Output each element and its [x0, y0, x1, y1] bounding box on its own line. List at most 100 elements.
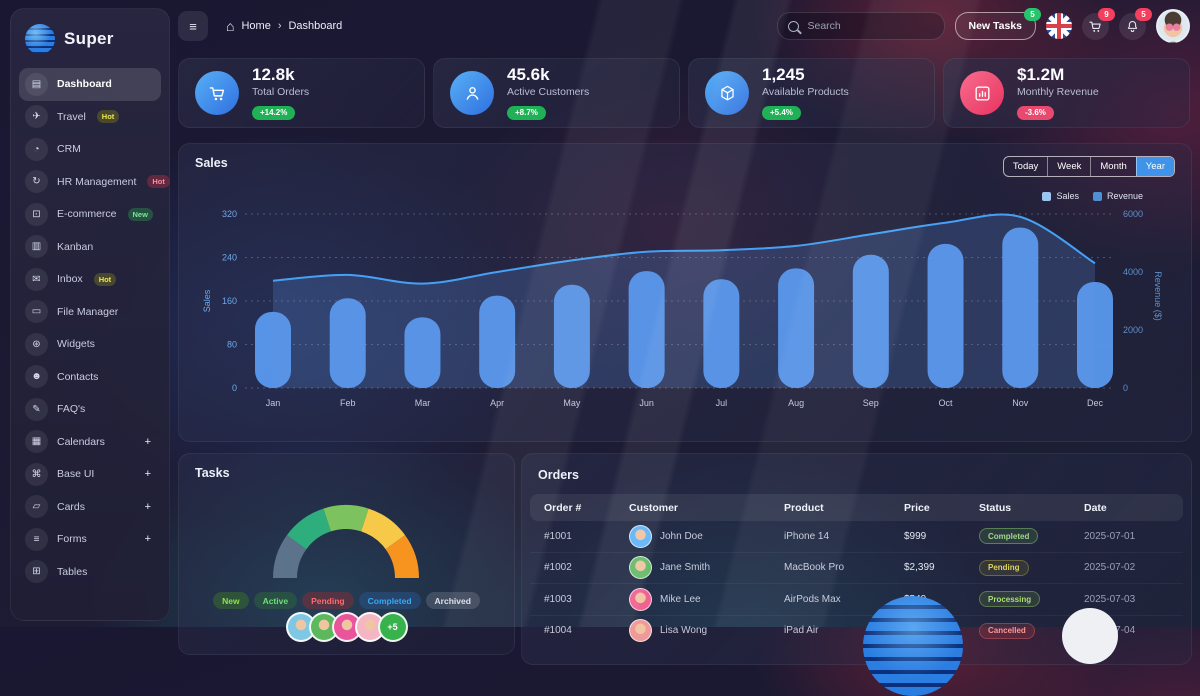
- search-input[interactable]: [806, 19, 910, 33]
- sidebar-item-label: Tables: [57, 566, 87, 578]
- brand-logo[interactable]: Super: [11, 9, 169, 64]
- svg-text:4000: 4000: [1123, 267, 1143, 277]
- sidebar-item-kanban[interactable]: ▥Kanban: [19, 231, 161, 264]
- base-ui-icon: ⌘: [25, 463, 48, 486]
- customer-avatar: [629, 525, 652, 548]
- svg-text:2000: 2000: [1123, 325, 1143, 335]
- stat-delta-badge: +5.4%: [762, 106, 801, 120]
- breadcrumb-home[interactable]: Home: [241, 20, 270, 32]
- dashboard-icon: ▤: [25, 73, 48, 96]
- task-tag-pending[interactable]: Pending: [302, 592, 354, 609]
- task-tag-completed[interactable]: Completed: [359, 592, 421, 609]
- stat-label: Monthly Revenue: [1017, 86, 1099, 98]
- gauge-segment-4: [395, 542, 407, 578]
- expand-plus-icon[interactable]: +: [145, 468, 155, 480]
- sidebar-item-label: Widgets: [57, 338, 95, 350]
- kanban-icon: ▥: [25, 235, 48, 258]
- sidebar-item-label: File Manager: [57, 306, 118, 318]
- stat-delta-badge: +14.2%: [252, 106, 295, 120]
- task-tag-new[interactable]: New: [213, 592, 248, 609]
- sales-panel-title: Sales: [195, 156, 228, 170]
- tab-month[interactable]: Month: [1090, 157, 1135, 176]
- sidebar-item-label: Base UI: [57, 468, 94, 480]
- stat-value: $1.2M: [1017, 66, 1099, 85]
- svg-text:Revenue ($): Revenue ($): [1153, 271, 1163, 321]
- sidebar-item-label: Contacts: [57, 371, 98, 383]
- order-id: #1003: [544, 594, 629, 605]
- sidebar-item-contacts[interactable]: ☻Contacts: [19, 361, 161, 394]
- sidebar-item-tables[interactable]: ⊞Tables: [19, 556, 161, 589]
- svg-text:Jun: Jun: [639, 398, 654, 408]
- tab-today[interactable]: Today: [1004, 157, 1047, 176]
- stat-value: 12.8k: [252, 66, 309, 85]
- inbox-icon: ✉: [25, 268, 48, 291]
- brand-name: Super: [64, 29, 114, 49]
- sidebar-item-badge: Hot: [147, 175, 170, 188]
- status-badge: Completed: [979, 528, 1038, 544]
- svg-text:May: May: [563, 398, 581, 408]
- search-box[interactable]: [777, 12, 945, 40]
- svg-text:Sep: Sep: [863, 398, 879, 408]
- svg-text:Oct: Oct: [939, 398, 954, 408]
- tab-year[interactable]: Year: [1136, 157, 1174, 176]
- breadcrumb-current: Dashboard: [288, 20, 342, 32]
- sidebar-item-base-ui[interactable]: ⌘ Base UI +: [19, 458, 161, 491]
- tab-week[interactable]: Week: [1047, 157, 1090, 176]
- stat-label: Available Products: [762, 86, 849, 98]
- crm-icon: ◔: [25, 138, 48, 161]
- svg-text:160: 160: [222, 296, 237, 306]
- language-flag-button[interactable]: [1046, 13, 1072, 39]
- sidebar-item-faq-s[interactable]: ✎FAQ's: [19, 393, 161, 426]
- sidebar-item-label: Calendars: [57, 436, 105, 448]
- forms-icon: ≡: [25, 528, 48, 551]
- cart-button[interactable]: 9: [1082, 13, 1109, 40]
- svg-text:6000: 6000: [1123, 209, 1143, 219]
- customer-name: Jane Smith: [660, 562, 710, 573]
- svg-text:Jan: Jan: [266, 398, 281, 408]
- status-badge: Pending: [979, 560, 1029, 576]
- order-date: 2025-07-02: [1084, 562, 1169, 573]
- task-tag-active[interactable]: Active: [254, 592, 298, 609]
- orders-column-header: Price: [904, 502, 979, 514]
- task-avatars-more-button[interactable]: +5: [378, 612, 408, 642]
- sidebar-item-cards[interactable]: ▱Cards+: [19, 491, 161, 524]
- sidebar-item-calendars[interactable]: ▦Calendars+: [19, 426, 161, 459]
- expand-plus-icon[interactable]: +: [145, 501, 155, 513]
- sidebar-item-file-manager[interactable]: ▭ File Manager: [19, 296, 161, 329]
- sidebar-item-label: Inbox: [57, 273, 83, 285]
- sidebar-toggle-button[interactable]: ≡: [178, 11, 208, 41]
- task-tag-archived[interactable]: Archived: [426, 592, 480, 609]
- svg-text:80: 80: [227, 340, 237, 350]
- svg-text:Dec: Dec: [1087, 398, 1104, 408]
- expand-plus-icon[interactable]: +: [145, 533, 155, 545]
- new-tasks-button[interactable]: New Tasks 5: [955, 12, 1037, 40]
- sidebar-item-label: Cards: [57, 501, 85, 513]
- file-manager-icon: ▭: [25, 300, 48, 323]
- sidebar-item-widgets[interactable]: ⊛Widgets: [19, 328, 161, 361]
- notifications-button[interactable]: 5: [1119, 13, 1146, 40]
- sidebar-item-forms[interactable]: ≡Forms+: [19, 523, 161, 556]
- user-avatar[interactable]: [1156, 9, 1190, 43]
- sidebar-item-dashboard[interactable]: ▤Dashboard: [19, 68, 161, 101]
- expand-plus-icon[interactable]: +: [145, 436, 155, 448]
- svg-text:Apr: Apr: [490, 398, 504, 408]
- stat-label: Total Orders: [252, 86, 309, 98]
- stat-delta-badge: -3.6%: [1017, 106, 1054, 120]
- sidebar-item-label: CRM: [57, 143, 81, 155]
- sidebar-item-crm[interactable]: ◔ CRM: [19, 133, 161, 166]
- customer-avatar: [629, 588, 652, 611]
- gauge-segment-3: [365, 520, 396, 542]
- svg-text:0: 0: [232, 383, 237, 393]
- breadcrumb: ⌂ Home › Dashboard: [226, 18, 342, 34]
